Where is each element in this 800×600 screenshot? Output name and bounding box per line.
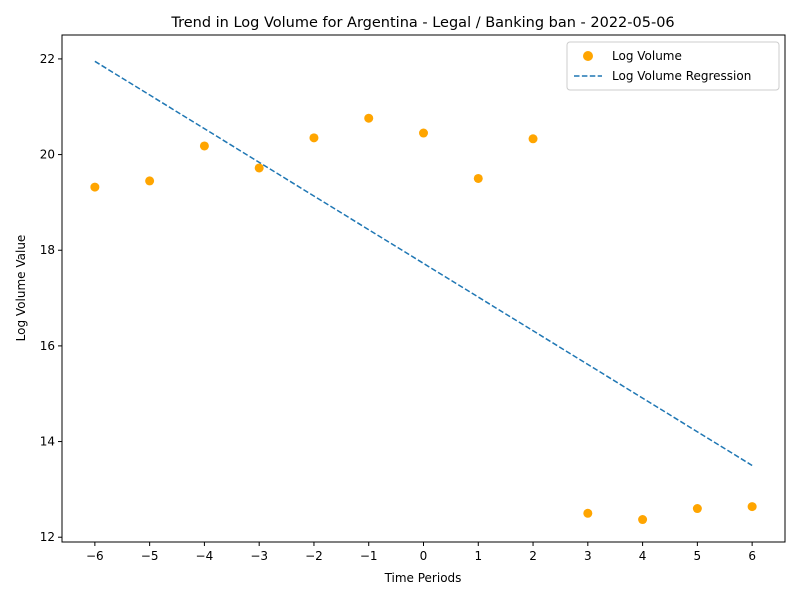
data-point xyxy=(473,173,483,183)
x-tick-label: −5 xyxy=(141,549,159,563)
data-point xyxy=(309,133,319,143)
regression-line xyxy=(94,60,753,467)
y-axis: 12 14 16 18 20 22 xyxy=(40,52,62,544)
series-layer xyxy=(90,60,757,525)
data-point xyxy=(145,176,155,186)
plot-area xyxy=(61,34,786,543)
x-tick-label: −6 xyxy=(86,549,104,563)
x-axis: −6 −5 −4 −3 −2 −1 0 1 2 3 4 5 6 xyxy=(86,542,756,563)
data-point xyxy=(638,515,648,525)
x-tick-label: 2 xyxy=(529,549,537,563)
legend-label-log-volume: Log Volume xyxy=(612,49,682,63)
data-point xyxy=(199,141,209,151)
x-tick-label: −3 xyxy=(250,549,268,563)
x-tick-label: −1 xyxy=(360,549,378,563)
y-axis-label: Log Volume Value xyxy=(14,235,28,342)
data-point xyxy=(254,163,264,173)
y-tick-label: 18 xyxy=(40,243,55,257)
legend-box xyxy=(566,41,780,91)
y-tick-label: 22 xyxy=(40,52,55,66)
x-tick-label: −2 xyxy=(305,549,323,563)
data-point xyxy=(364,113,374,123)
data-point xyxy=(692,504,702,514)
x-tick-label: 5 xyxy=(694,549,702,563)
x-tick-label: 1 xyxy=(474,549,482,563)
legend-marker-log-volume xyxy=(583,51,593,61)
data-point xyxy=(583,508,593,518)
x-tick-label: 4 xyxy=(639,549,647,563)
data-point xyxy=(419,128,428,138)
x-tick-label: −4 xyxy=(196,549,214,563)
data-point xyxy=(90,182,100,192)
data-point xyxy=(528,134,538,144)
y-tick-label: 14 xyxy=(40,435,55,449)
legend-label-log-volume-regression: Log Volume Regression xyxy=(612,69,751,83)
legend: Log Volume Log Volume Regression xyxy=(566,41,780,91)
y-tick-label: 20 xyxy=(40,148,55,162)
chart-title: Trend in Log Volume for Argentina - Lega… xyxy=(170,15,674,31)
y-tick-label: 16 xyxy=(40,339,55,353)
x-tick-label: 0 xyxy=(420,549,428,563)
x-axis-label: Time Periods xyxy=(384,571,462,585)
x-tick-label: 6 xyxy=(748,549,756,563)
data-point xyxy=(747,502,757,512)
x-tick-label: 3 xyxy=(584,549,592,563)
y-tick-label: 12 xyxy=(40,530,55,544)
